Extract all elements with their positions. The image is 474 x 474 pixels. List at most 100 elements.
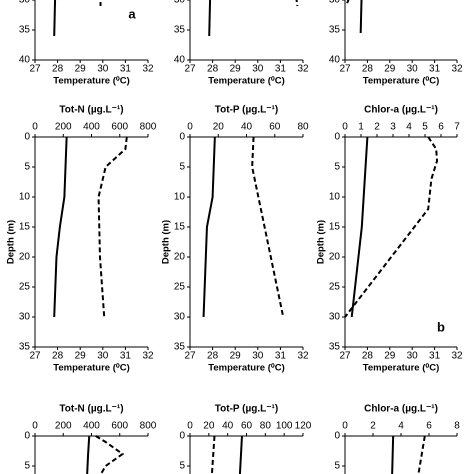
x2-tick-label: 20 [213, 122, 225, 133]
x-tick-label: 28 [362, 64, 374, 75]
x-axis-label: Temperature (⁰C) [208, 363, 284, 374]
x2-tick-label: 0 [342, 421, 348, 432]
x2-tick-label: 60 [241, 421, 253, 432]
profile-line [391, 435, 395, 474]
profile-line [350, 136, 369, 318]
y-tick-label: 0 [24, 431, 30, 442]
x-tick-label: 27 [29, 351, 41, 362]
profile-line [345, 0, 350, 7]
profile-line [251, 136, 285, 318]
x-tick-label: 27 [184, 351, 196, 362]
y-tick-label: 10 [19, 192, 31, 203]
y-tick-label: 30 [174, 312, 186, 323]
x-tick-label: 29 [75, 351, 87, 362]
x2-tick-label: 600 [111, 122, 128, 133]
profile-line [295, 0, 299, 7]
x-tick-label: 32 [451, 351, 463, 362]
x2-tick-label: 2 [374, 122, 380, 133]
x2-tick-label: 6 [438, 122, 444, 133]
y-tick-label: 25 [174, 282, 186, 293]
x2-tick-label: 0 [32, 421, 38, 432]
profile-line [359, 0, 363, 34]
y-tick-label: 10 [329, 192, 341, 203]
profile-line [238, 435, 243, 474]
y-tick-label: 0 [24, 132, 30, 143]
profile-line [417, 435, 426, 474]
y-tick-label: 40 [174, 55, 186, 66]
x2-tick-label: 0 [187, 421, 193, 432]
x2-tick-label: 4 [406, 122, 412, 133]
y-tick-label: 20 [329, 252, 341, 263]
y-tick-label: 5 [24, 461, 30, 472]
x-tick-label: 30 [252, 351, 264, 362]
x-tick-label: 31 [429, 351, 441, 362]
panel-title: Tot-N (µg.L⁻¹) [59, 105, 123, 116]
x-tick-label: 28 [52, 351, 64, 362]
y-tick-label: 5 [24, 162, 30, 173]
x2-tick-label: 80 [260, 421, 272, 432]
x-tick-label: 30 [97, 64, 109, 75]
panel-letter: b [437, 319, 445, 334]
profile-line [344, 136, 439, 318]
x2-tick-label: 40 [222, 421, 234, 432]
panel-title: Tot-P (µg.L⁻¹) [215, 404, 278, 415]
x2-tick-label: 6 [426, 421, 432, 432]
x2-tick-label: 600 [111, 421, 128, 432]
x-tick-label: 32 [297, 64, 309, 75]
x-tick-label: 27 [339, 351, 351, 362]
y-tick-label: 0 [179, 132, 185, 143]
x2-tick-label: 100 [276, 421, 293, 432]
x2-tick-label: 40 [241, 122, 253, 133]
x2-tick-label: 0 [187, 122, 193, 133]
x-tick-label: 29 [230, 351, 242, 362]
y-tick-label: 5 [179, 461, 185, 472]
y-axis-label: Depth (m) [6, 220, 17, 264]
x2-tick-label: 20 [203, 421, 215, 432]
x2-tick-label: 4 [398, 421, 404, 432]
x-tick-label: 32 [297, 351, 309, 362]
x-tick-label: 27 [29, 64, 41, 75]
profile-line [202, 136, 216, 318]
y-tick-label: 35 [329, 342, 341, 353]
y-tick-label: 0 [179, 431, 185, 442]
x2-tick-label: 400 [83, 122, 100, 133]
y-tick-label: 30 [19, 0, 31, 6]
x-axis-label: Temperature (⁰C) [363, 363, 439, 374]
x2-tick-label: 0 [32, 122, 38, 133]
x-tick-label: 31 [275, 351, 287, 362]
x2-tick-label: 2 [370, 421, 376, 432]
y-tick-label: 5 [334, 162, 340, 173]
x-tick-label: 31 [275, 64, 287, 75]
y-tick-label: 40 [329, 55, 341, 66]
x-tick-label: 32 [142, 351, 154, 362]
y-tick-label: 25 [19, 282, 31, 293]
y-tick-label: 30 [329, 312, 341, 323]
x-axis-label: Temperature (⁰C) [53, 76, 129, 87]
x2-tick-label: 0 [342, 122, 348, 133]
y-tick-label: 40 [19, 55, 31, 66]
x-tick-label: 27 [339, 64, 351, 75]
x-tick-label: 29 [75, 64, 87, 75]
x-tick-label: 31 [120, 64, 132, 75]
profile-line [97, 136, 128, 318]
x-axis-label: Temperature (⁰C) [363, 76, 439, 87]
x-tick-label: 29 [230, 64, 242, 75]
y-tick-label: 35 [19, 25, 31, 36]
x-tick-label: 28 [207, 64, 219, 75]
y-tick-label: 15 [329, 222, 341, 233]
y-tick-label: 20 [174, 252, 186, 263]
x-tick-label: 30 [97, 351, 109, 362]
x2-tick-label: 800 [140, 421, 157, 432]
y-tick-label: 30 [19, 312, 31, 323]
x-tick-label: 27 [184, 64, 196, 75]
profile-line [210, 435, 216, 474]
y-axis-label: Depth (m) [316, 220, 327, 264]
y-tick-label: 30 [329, 0, 341, 6]
x2-tick-label: 200 [55, 421, 72, 432]
x2-tick-label: 120 [295, 421, 312, 432]
x-axis-label: Temperature (⁰C) [53, 363, 129, 374]
y-tick-label: 10 [174, 192, 186, 203]
y-tick-label: 30 [174, 0, 186, 6]
y-tick-label: 25 [329, 282, 341, 293]
